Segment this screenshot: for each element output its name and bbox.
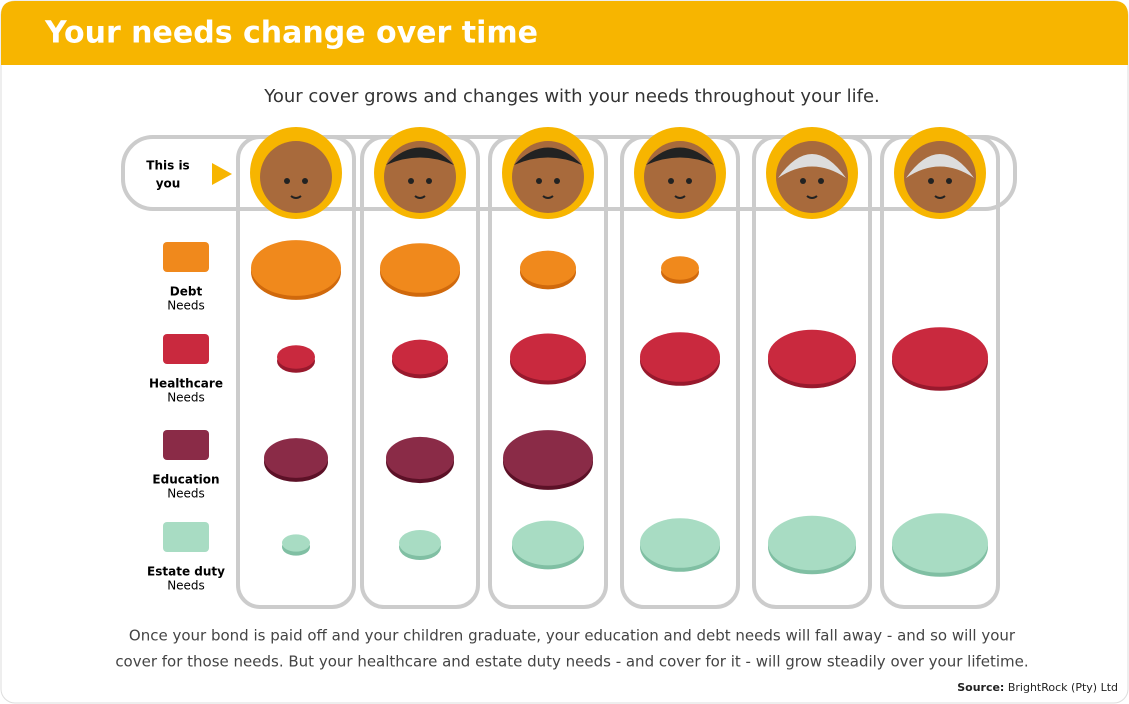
bubble [392, 340, 448, 375]
row-sub: Needs [167, 299, 205, 313]
bubble [277, 345, 315, 369]
bubble [640, 332, 720, 382]
bubble [520, 251, 576, 286]
bubble [251, 240, 341, 296]
row-icon [163, 242, 209, 272]
subtitle: Your cover grows and changes with your n… [263, 86, 880, 107]
bubble [399, 530, 441, 556]
bubble [892, 327, 988, 387]
footer-text: cover for those needs. But your healthca… [115, 653, 1028, 671]
bubble [503, 430, 593, 486]
row-sub: Needs [167, 391, 205, 405]
row-label: Debt [170, 285, 203, 299]
marker-text: you [156, 177, 181, 191]
bubble [380, 243, 460, 293]
infographic: Your needs change over time Your cover g… [0, 0, 1129, 704]
row-label: Healthcare [149, 377, 223, 391]
source: Source: BrightRock (Pty) Ltd [957, 681, 1118, 694]
source-name: BrightRock (Pty) Ltd [1008, 681, 1118, 694]
row-label: Education [152, 473, 219, 487]
eye [668, 178, 674, 184]
title: Your needs change over time [44, 16, 538, 51]
eye [554, 178, 560, 184]
row-icon [163, 430, 209, 460]
eye [946, 178, 952, 184]
eye [800, 178, 806, 184]
face [260, 141, 332, 213]
bubble [264, 438, 328, 478]
eye [536, 178, 542, 184]
bubble [661, 256, 699, 280]
bubble [892, 513, 988, 573]
eye [426, 178, 432, 184]
marker-text: This is [146, 159, 189, 173]
bubble [386, 437, 454, 479]
row-icon [163, 334, 209, 364]
bubble [768, 516, 856, 571]
eye [302, 178, 308, 184]
bubble [768, 330, 856, 385]
eye [284, 178, 290, 184]
bubble [510, 333, 586, 380]
row-label: Estate duty [147, 565, 225, 579]
row-icon [163, 522, 209, 552]
row-sub: Needs [167, 487, 205, 501]
source-label: Source: [957, 681, 1004, 694]
page: {"header": {"title": "Your needs change … [0, 0, 1129, 704]
row-sub: Needs [167, 579, 205, 593]
face [904, 141, 976, 213]
face [776, 141, 848, 213]
bubble [512, 521, 584, 566]
eye [686, 178, 692, 184]
eye [818, 178, 824, 184]
bubble [640, 518, 720, 568]
eye [928, 178, 934, 184]
eye [408, 178, 414, 184]
bubble [282, 534, 310, 551]
footer-text: Once your bond is paid off and your chil… [129, 627, 1016, 645]
